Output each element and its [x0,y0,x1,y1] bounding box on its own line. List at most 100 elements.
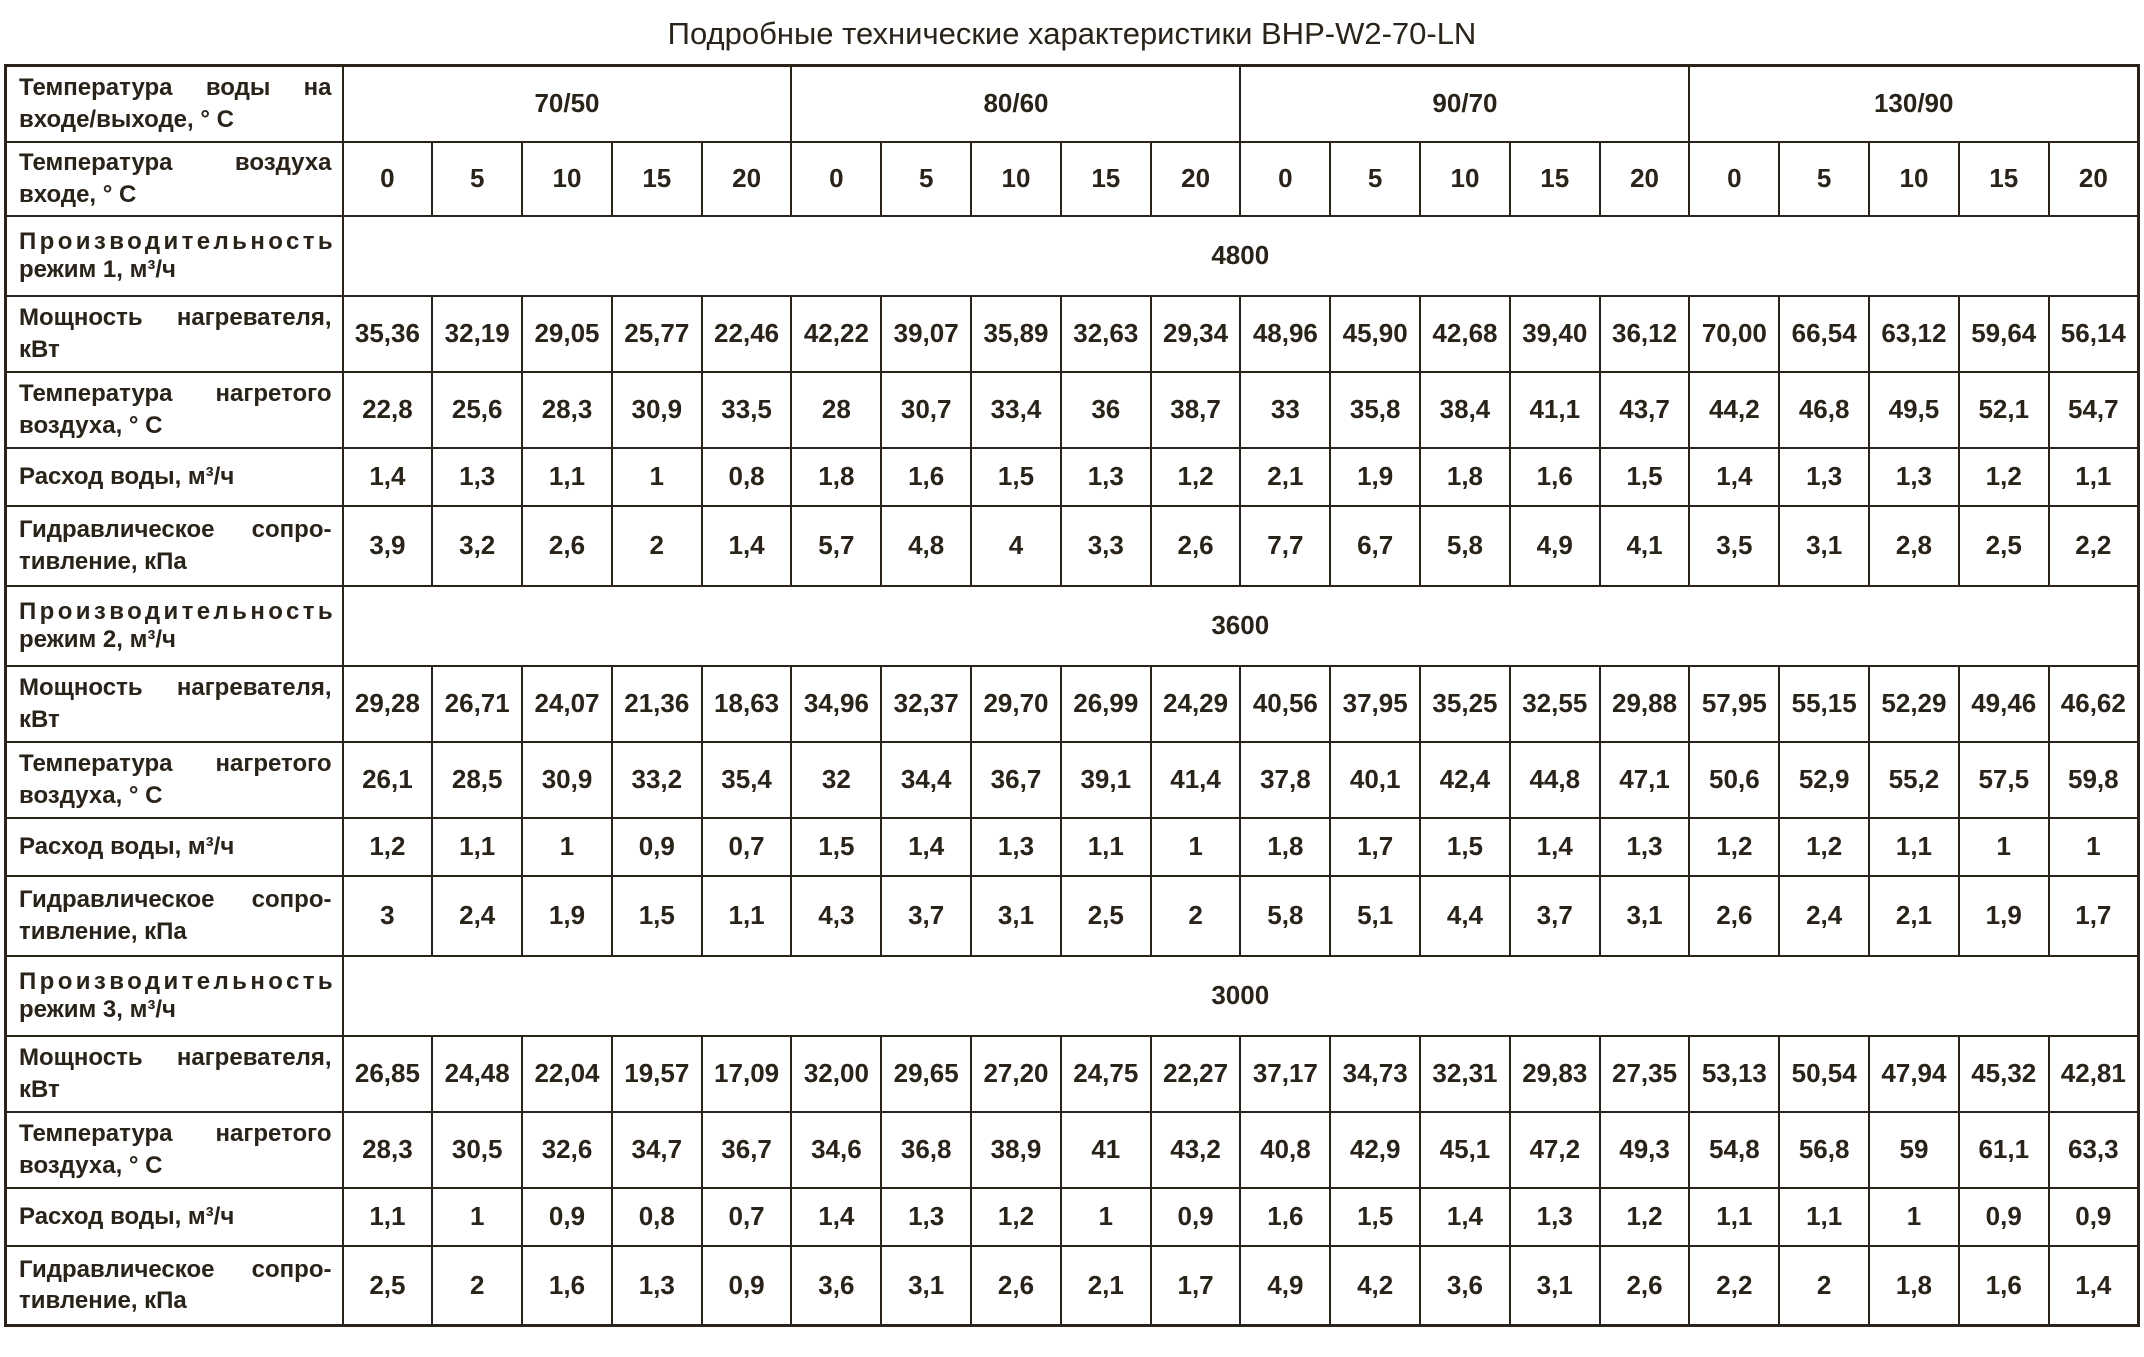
air-temp-cell: 0 [1688,140,1781,217]
hydraulic-value-cell: 2,6 [1688,874,1781,957]
hydraulic-value-cell: 2,6 [1149,504,1242,587]
hydraulic-value-cell: 4 [970,504,1062,587]
heated_air-value-cell: 41,4 [1149,740,1242,819]
air-temp-cell: 15 [1059,140,1152,217]
power-value-cell: 22,46 [700,294,793,373]
water_flow-value-cell: 0,9 [521,1186,613,1247]
power-value-cell: 29,88 [1598,664,1691,743]
hydraulic-value-cell: 3 [341,874,434,957]
heated_air-value-cell: 35,4 [700,740,793,819]
power-value-cell: 24,29 [1149,664,1242,743]
heated_air-value-cell: 33,4 [970,370,1062,449]
capacity-label-line1: Производительность [19,227,337,255]
power-value-cell: 48,96 [1239,294,1332,373]
row-label-capacity-1-cell: Производительность режим 1, м³/ч [4,214,344,297]
power-value-cell: 24,07 [521,664,613,743]
table-row-water_flow-1: Расход воды, м³/ч 1,4 1,3 1,1 1 0,8 1,8 1,6 1,5 1… [4,446,2140,507]
heated_air-value-cell: 35,8 [1329,370,1422,449]
water_flow-value-cell: 1,2 [1957,446,2050,507]
heated_air-value-cell: 54,8 [1688,1110,1781,1189]
row-label-capacity-2-cell: Производительность режим 2, м³/ч [4,584,344,667]
heated_air-value-cell: 38,9 [970,1110,1062,1189]
power-value-cell: 32,55 [1508,664,1601,743]
heated_air-value-cell: 41 [1059,1110,1152,1189]
air-temp-cell: 15 [610,140,703,217]
heated_air-value-cell: 28,3 [521,370,613,449]
hydraulic-value-cell: 2,1 [1059,1244,1152,1327]
power-value-cell: 19,57 [610,1034,703,1113]
hydraulic-value-cell: 7,7 [1239,504,1332,587]
group-header-2: 90/70 [1239,64,1691,143]
power-value-cell: 70,00 [1688,294,1781,373]
hydraulic-value-cell: 4,8 [880,504,973,587]
heated_air-value-cell: 44,8 [1508,740,1601,819]
water_flow-value-cell: 1 [1149,816,1242,877]
power-value-cell: 47,94 [1868,1034,1960,1113]
heated_air-value-cell: 34,4 [880,740,973,819]
table-row-power-1: Мощность нагревателя, кВт 35,36 32,19 29,05… [4,294,2140,373]
row-label-power-cell: Мощность нагревателя, кВт [4,294,344,373]
air-temp-cell: 0 [1239,140,1332,217]
water_flow-value-cell: 1,2 [341,816,434,877]
water_flow-value-cell: 1,5 [970,446,1062,507]
hydraulic-value-cell: 1,1 [700,874,793,957]
row-label-hydraulic-label: Гидравлическое сопро­тивление, кПа [19,1255,332,1315]
heated_air-value-cell: 52,9 [1778,740,1871,819]
row-label-hydraulic-cell: Гидравлическое сопро­тивление, кПа [4,504,344,587]
water_flow-value-cell: 1,4 [1419,1186,1511,1247]
power-value-cell: 29,83 [1508,1034,1601,1113]
heated_air-value-cell: 36,7 [700,1110,793,1189]
heated_air-value-cell: 22,8 [341,370,434,449]
air-temp-cell: 10 [1868,140,1960,217]
row-label-power-label: Мощность нагревателя, кВт [19,303,332,363]
water_flow-value-cell: 1,2 [1688,816,1781,877]
power-value-cell: 32,37 [880,664,973,743]
hydraulic-value-cell: 3,1 [970,874,1062,957]
power-value-cell: 21,36 [610,664,703,743]
table-row-heated_air-2: Температура нагретого воздуха, ° С 26,1 28… [4,740,2140,819]
water_flow-value-cell: 1,3 [880,1186,973,1247]
heated_air-value-cell: 44,2 [1688,370,1781,449]
hydraulic-value-cell: 2,8 [1868,504,1960,587]
power-value-cell: 29,70 [970,664,1062,743]
power-value-cell: 45,90 [1329,294,1422,373]
power-value-cell: 29,05 [521,294,613,373]
water_flow-value-cell: 1,9 [1329,446,1422,507]
row-label-capacity-3-cell: Производительность режим 3, м³/ч [4,954,344,1037]
water_flow-value-cell: 1,2 [1598,1186,1691,1247]
hydraulic-value-cell: 3,1 [880,1244,973,1327]
power-value-cell: 25,77 [610,294,703,373]
table-row-hydraulic-2: Гидравлическое сопро­тивление, кПа 3 2,4 1,… [4,874,2140,957]
hydraulic-value-cell: 3,1 [1598,874,1691,957]
heated_air-value-cell: 34,7 [610,1110,703,1189]
row-label-power-cell: Мощность нагревателя, кВт [4,1034,344,1113]
water_flow-value-cell: 1,1 [1688,1186,1781,1247]
hydraulic-value-cell: 2,6 [970,1244,1062,1327]
air-temp-cell: 0 [341,140,434,217]
power-value-cell: 18,63 [700,664,793,743]
air-temp-cell: 10 [1419,140,1511,217]
hydraulic-value-cell: 1,8 [1868,1244,1960,1327]
row-label-water-temp-cell: Температура воды на входе/выходе, ° С [4,64,344,143]
water_flow-value-cell: 1,6 [1508,446,1601,507]
hydraulic-value-cell: 3,1 [1508,1244,1601,1327]
power-value-cell: 42,81 [2047,1034,2140,1113]
table-row-hydraulic-3: Гидравлическое сопро­тивление, кПа 2,5 2 1,… [4,1244,2140,1327]
water_flow-value-cell: 1,2 [970,1186,1062,1247]
hydraulic-value-cell: 6,7 [1329,504,1422,587]
row-label-heated_air-cell: Температура нагретого воздуха, ° С [4,370,344,449]
hydraulic-value-cell: 2 [1778,1244,1871,1327]
water_flow-value-cell: 1,4 [341,446,434,507]
hydraulic-value-cell: 3,5 [1688,504,1781,587]
heated_air-value-cell: 50,6 [1688,740,1781,819]
row-label-heated_air-label: Температура нагретого воздуха, ° С [19,379,332,439]
water_flow-value-cell: 1,1 [1868,816,1960,877]
power-value-cell: 32,19 [431,294,524,373]
row-label-air-temp-cell: Температура воздуха входе, ° С [4,140,344,217]
hydraulic-value-cell: 1,6 [521,1244,613,1327]
row-label-water_flow-label: Расход воды, м³/ч [19,462,235,490]
hydraulic-value-cell: 1,7 [1149,1244,1242,1327]
specs-table: Температура воды на входе/выходе, ° С 70/… [4,64,2140,1327]
power-value-cell: 52,29 [1868,664,1960,743]
heated_air-value-cell: 49,5 [1868,370,1960,449]
